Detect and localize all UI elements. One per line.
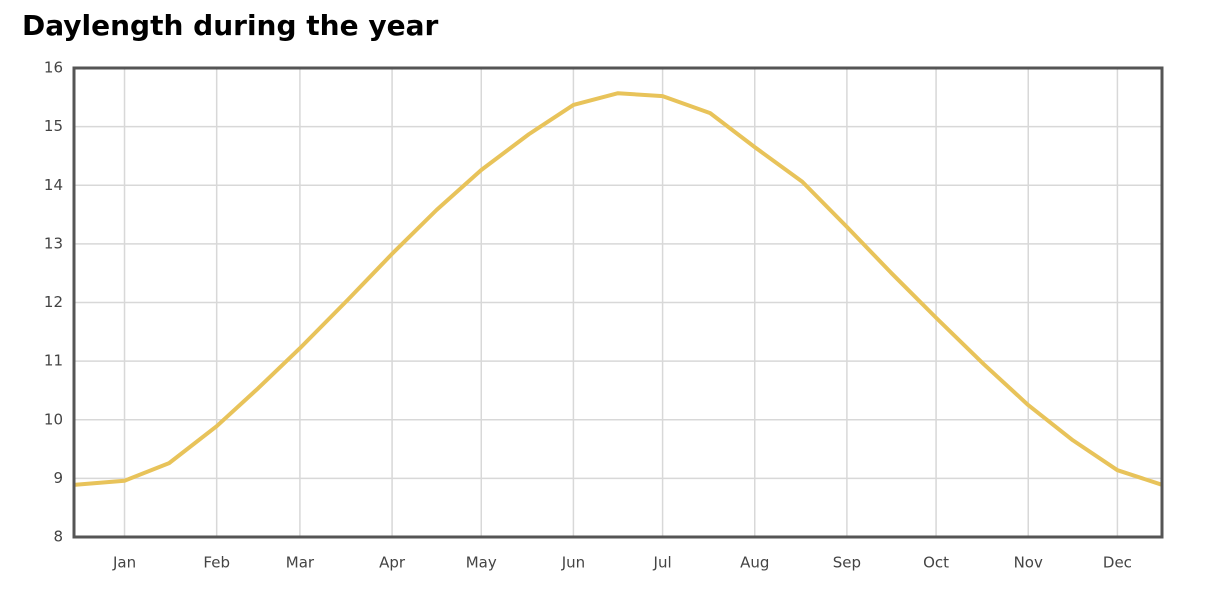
x-tick-label: Sep [833, 554, 861, 572]
x-tick-label: Jul [653, 554, 672, 572]
y-tick-label: 15 [44, 117, 63, 135]
x-tick-label: Nov [1014, 554, 1043, 572]
x-tick-label: Apr [379, 554, 406, 572]
x-tick-label: Oct [923, 554, 949, 572]
x-tick-label: Jan [112, 554, 136, 572]
y-tick-label: 9 [53, 469, 63, 487]
y-tick-label: 13 [44, 234, 63, 252]
y-tick-label: 12 [44, 293, 63, 311]
x-tick-label: Aug [740, 554, 769, 572]
x-tick-label: May [466, 554, 497, 572]
plot-frame [72, 66, 1164, 539]
plot [73, 91, 1163, 487]
chart-title: Daylength during the year [22, 9, 438, 42]
y-tick-label: 10 [44, 410, 63, 428]
grid [74, 67, 1162, 538]
x-tick-label: Mar [286, 554, 315, 572]
x-tick-label: Dec [1103, 554, 1132, 572]
series-line [73, 91, 1163, 487]
x-tick-label: Jun [561, 554, 585, 572]
y-tick-label: 14 [44, 176, 63, 194]
y-tick-label: 11 [44, 352, 63, 370]
x-tick-label: Feb [203, 554, 230, 572]
y-tick-label: 8 [53, 528, 63, 546]
y-tick-label: 16 [44, 59, 63, 77]
